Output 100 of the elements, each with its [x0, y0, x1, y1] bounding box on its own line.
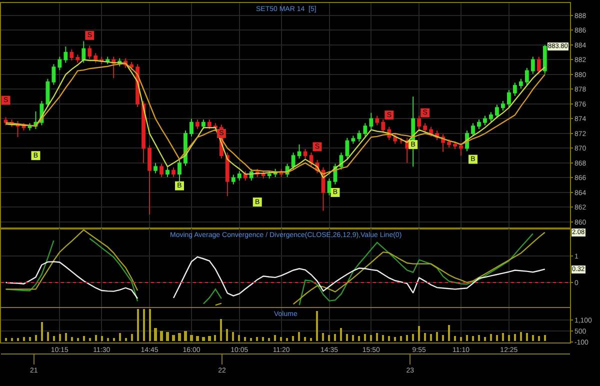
candlestick	[536, 56, 541, 74]
candlestick	[225, 152, 230, 197]
candlestick	[148, 144, 152, 216]
candlestick	[207, 118, 212, 130]
candlestick	[524, 67, 529, 86]
bar	[496, 334, 498, 341]
candlestick	[363, 122, 368, 137]
bar	[424, 332, 426, 341]
bar	[370, 334, 372, 341]
bar	[41, 322, 43, 341]
candlestick	[447, 138, 452, 148]
bar	[214, 334, 216, 341]
bar	[23, 336, 25, 341]
candlestick	[495, 104, 499, 118]
bar	[478, 334, 480, 341]
bar	[508, 334, 510, 341]
bar	[59, 334, 61, 341]
candlestick	[142, 100, 146, 164]
bar	[101, 336, 103, 341]
bar	[53, 336, 55, 341]
candlestick	[459, 142, 463, 156]
bar	[472, 336, 474, 341]
candlestick	[201, 118, 206, 130]
bar	[89, 338, 91, 341]
bar	[514, 334, 516, 341]
candlestick	[423, 122, 428, 134]
candlestick	[190, 118, 194, 137]
bar	[526, 332, 528, 341]
bar	[346, 334, 348, 341]
bar	[502, 332, 504, 341]
bar	[310, 338, 312, 341]
candlestick	[303, 148, 308, 160]
bar	[544, 334, 546, 341]
candlestick	[154, 162, 158, 174]
bar	[292, 336, 294, 341]
bar	[17, 338, 19, 341]
candlestick	[178, 160, 182, 182]
bar	[352, 334, 354, 341]
bar	[394, 336, 396, 341]
candlestick	[506, 89, 511, 108]
bar	[406, 334, 408, 341]
candlestick	[196, 118, 200, 130]
candlestick	[369, 112, 374, 130]
bar	[29, 336, 31, 341]
bar	[95, 334, 97, 341]
bar	[436, 332, 438, 341]
bar	[418, 326, 420, 341]
bar	[274, 334, 276, 341]
bar	[322, 332, 324, 341]
bar	[382, 334, 384, 341]
bar	[220, 318, 222, 341]
bar	[268, 338, 270, 341]
bar	[430, 334, 432, 341]
bar	[65, 332, 67, 341]
candlestick	[76, 54, 80, 64]
candlestick	[471, 122, 475, 137]
candlestick	[52, 64, 56, 86]
bar	[71, 336, 73, 341]
candlestick	[345, 137, 350, 160]
bar	[154, 328, 157, 341]
bar	[364, 334, 366, 341]
bar	[143, 308, 145, 341]
bar	[484, 336, 486, 341]
bar	[340, 328, 342, 341]
bar	[172, 334, 175, 341]
bar	[250, 338, 252, 341]
bar	[83, 336, 85, 341]
candlestick	[357, 130, 362, 142]
bar	[538, 336, 540, 341]
bar	[196, 336, 199, 341]
bar	[520, 332, 522, 341]
bar	[107, 338, 109, 341]
bar	[316, 310, 318, 341]
candlestick	[291, 152, 296, 170]
candlestick	[375, 115, 380, 126]
candlestick	[267, 170, 272, 179]
bar	[448, 324, 450, 341]
candlestick	[518, 78, 523, 90]
bar	[376, 332, 378, 341]
bar	[47, 332, 49, 341]
bar	[190, 334, 193, 341]
bar	[256, 336, 258, 341]
bar	[490, 334, 492, 341]
candlestick	[172, 166, 176, 178]
candlestick	[429, 126, 434, 137]
bar	[137, 308, 139, 341]
bar	[358, 336, 360, 341]
candlestick	[82, 40, 86, 64]
bar	[232, 332, 234, 341]
candlestick	[512, 82, 517, 96]
bar	[131, 334, 133, 341]
bar	[77, 338, 79, 341]
bar	[454, 336, 456, 341]
bar	[166, 332, 169, 341]
bar	[466, 334, 468, 341]
bar	[262, 336, 264, 341]
bar	[442, 334, 444, 341]
bar	[178, 332, 181, 341]
bar	[244, 336, 246, 341]
candlestick	[231, 174, 236, 185]
